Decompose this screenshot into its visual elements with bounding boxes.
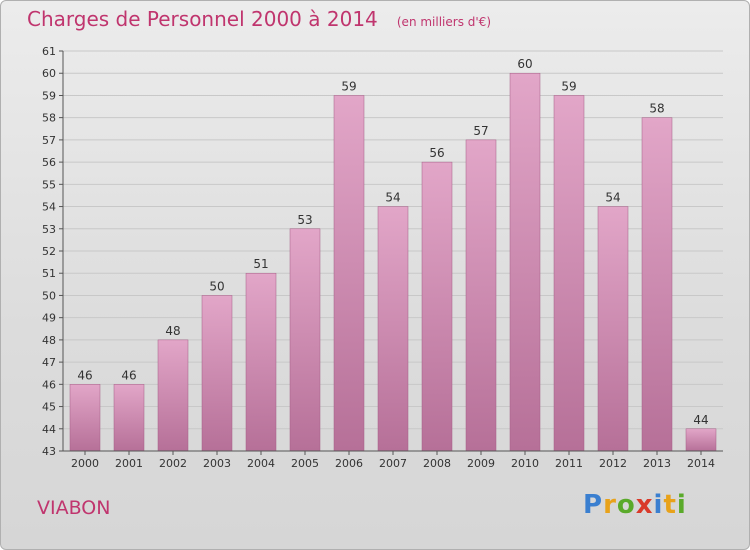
bar <box>685 428 717 452</box>
y-tick-label: 45 <box>42 401 56 414</box>
bar-value-label: 60 <box>517 57 532 71</box>
y-tick-label: 46 <box>42 378 56 391</box>
bar-value-label: 56 <box>429 146 444 160</box>
y-tick-label: 47 <box>42 356 56 369</box>
x-tick-label: 2009 <box>467 457 495 470</box>
bar-value-label: 46 <box>77 368 92 382</box>
bar <box>377 206 409 452</box>
bar <box>113 384 145 452</box>
x-tick-label: 2014 <box>687 457 715 470</box>
logo-letter: i <box>653 490 664 520</box>
logo-letter: i <box>676 490 687 520</box>
logo-letter: P <box>583 490 604 520</box>
chart-title: Charges de Personnel 2000 à 2014 <box>27 7 378 31</box>
bar <box>553 95 585 452</box>
y-tick-label: 57 <box>42 134 56 147</box>
title-row: Charges de Personnel 2000 à 2014 (en mil… <box>27 7 491 31</box>
y-tick-label: 55 <box>42 178 56 191</box>
proxiti-logo: Proxiti <box>583 490 687 520</box>
bars: 46 46 48 50 51 53 59 54 56 57 60 59 54 58 44 <box>69 57 717 452</box>
bar-value-label: 51 <box>253 257 268 271</box>
logo-letter: x <box>635 490 654 520</box>
bar <box>509 72 541 452</box>
y-tick-label: 60 <box>42 67 56 80</box>
bar <box>157 339 189 452</box>
y-tick-label: 49 <box>42 312 56 325</box>
bar-value-label: 59 <box>561 79 576 93</box>
x-tick-label: 2003 <box>203 457 231 470</box>
y-tick-label: 58 <box>42 112 56 125</box>
y-tick-label: 54 <box>42 201 56 214</box>
bar-value-label: 58 <box>649 102 664 116</box>
x-tick-label: 2000 <box>71 457 99 470</box>
bar-value-label: 46 <box>121 368 136 382</box>
chart-subtitle: (en milliers d'€) <box>396 15 491 29</box>
y-tick-label: 56 <box>42 156 56 169</box>
bar-value-label: 54 <box>385 191 400 205</box>
bar <box>421 161 453 452</box>
x-tick-label: 2010 <box>511 457 539 470</box>
logo-letter: r <box>603 490 617 520</box>
bar <box>201 295 233 452</box>
y-tick-label: 50 <box>42 289 56 302</box>
y-tick-label: 59 <box>42 89 56 102</box>
x-tick-label: 2008 <box>423 457 451 470</box>
y-tick-label: 43 <box>42 445 56 458</box>
bar-value-label: 44 <box>693 413 708 427</box>
bar-value-label: 59 <box>341 79 356 93</box>
bar <box>597 206 629 452</box>
x-tick-label: 2007 <box>379 457 407 470</box>
x-tick-label: 2013 <box>643 457 671 470</box>
bar-value-label: 53 <box>297 213 312 227</box>
y-tick-label: 61 <box>42 45 56 58</box>
commune-name: VIABON <box>37 497 111 519</box>
bar-value-label: 50 <box>209 279 224 293</box>
x-tick-label: 2006 <box>335 457 363 470</box>
logo-letter: o <box>616 490 636 520</box>
bar <box>245 272 277 452</box>
x-tick-label: 2012 <box>599 457 627 470</box>
bar <box>333 95 365 452</box>
y-tick-label: 44 <box>42 423 56 436</box>
bar <box>69 384 101 452</box>
bar <box>289 228 321 452</box>
x-tick-label: 2005 <box>291 457 319 470</box>
y-tick-label: 48 <box>42 334 56 347</box>
bar-value-label: 48 <box>165 324 180 338</box>
bar <box>641 117 673 452</box>
x-tick-label: 2011 <box>555 457 583 470</box>
x-tick-label: 2001 <box>115 457 143 470</box>
axes: 43 44 45 46 47 48 49 50 51 52 53 54 55 56 57 58 59 60 61 20… <box>42 45 723 470</box>
x-tick-label: 2002 <box>159 457 187 470</box>
bar <box>465 139 497 452</box>
x-tick-label: 2004 <box>247 457 275 470</box>
y-tick-label: 51 <box>42 267 56 280</box>
y-tick-label: 52 <box>42 245 56 258</box>
bar-value-label: 57 <box>473 124 488 138</box>
logo-letter: t <box>663 490 677 520</box>
bar-value-label: 54 <box>605 191 620 205</box>
y-tick-label: 53 <box>42 223 56 236</box>
